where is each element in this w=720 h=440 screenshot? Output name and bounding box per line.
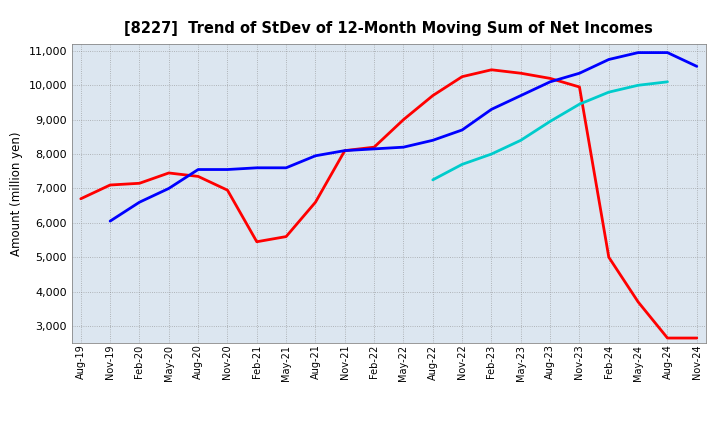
7 Years xyxy=(546,119,554,124)
3 Years xyxy=(135,181,144,186)
Title: [8227]  Trend of StDev of 12-Month Moving Sum of Net Incomes: [8227] Trend of StDev of 12-Month Moving… xyxy=(125,21,653,36)
5 Years xyxy=(575,70,584,76)
5 Years xyxy=(223,167,232,172)
3 Years xyxy=(223,187,232,193)
3 Years xyxy=(458,74,467,79)
3 Years xyxy=(399,117,408,122)
3 Years xyxy=(428,93,437,98)
3 Years xyxy=(370,144,379,150)
3 Years xyxy=(253,239,261,244)
3 Years xyxy=(693,335,701,341)
7 Years xyxy=(605,89,613,95)
3 Years xyxy=(76,196,85,202)
Line: 7 Years: 7 Years xyxy=(433,82,667,180)
5 Years xyxy=(634,50,642,55)
5 Years xyxy=(605,57,613,62)
5 Years xyxy=(487,107,496,112)
5 Years xyxy=(516,93,525,98)
5 Years xyxy=(194,167,202,172)
5 Years xyxy=(341,148,349,153)
7 Years xyxy=(575,102,584,107)
3 Years xyxy=(605,255,613,260)
5 Years xyxy=(370,146,379,151)
3 Years xyxy=(341,148,349,153)
5 Years xyxy=(106,219,114,224)
7 Years xyxy=(516,138,525,143)
Y-axis label: Amount (million yen): Amount (million yen) xyxy=(10,132,23,256)
7 Years xyxy=(458,162,467,167)
5 Years xyxy=(693,64,701,69)
3 Years xyxy=(516,70,525,76)
5 Years xyxy=(311,153,320,158)
3 Years xyxy=(164,170,173,176)
7 Years xyxy=(428,177,437,183)
3 Years xyxy=(663,335,672,341)
7 Years xyxy=(487,151,496,157)
7 Years xyxy=(663,79,672,84)
5 Years xyxy=(253,165,261,170)
5 Years xyxy=(164,186,173,191)
Line: 3 Years: 3 Years xyxy=(81,70,697,338)
3 Years xyxy=(106,182,114,187)
5 Years xyxy=(282,165,290,170)
5 Years xyxy=(428,138,437,143)
3 Years xyxy=(194,174,202,179)
5 Years xyxy=(458,127,467,132)
5 Years xyxy=(135,200,144,205)
5 Years xyxy=(663,50,672,55)
3 Years xyxy=(575,84,584,90)
7 Years xyxy=(634,83,642,88)
5 Years xyxy=(399,144,408,150)
3 Years xyxy=(282,234,290,239)
3 Years xyxy=(487,67,496,73)
Line: 5 Years: 5 Years xyxy=(110,53,697,221)
3 Years xyxy=(311,200,320,205)
3 Years xyxy=(546,76,554,81)
3 Years xyxy=(634,299,642,304)
5 Years xyxy=(546,79,554,84)
